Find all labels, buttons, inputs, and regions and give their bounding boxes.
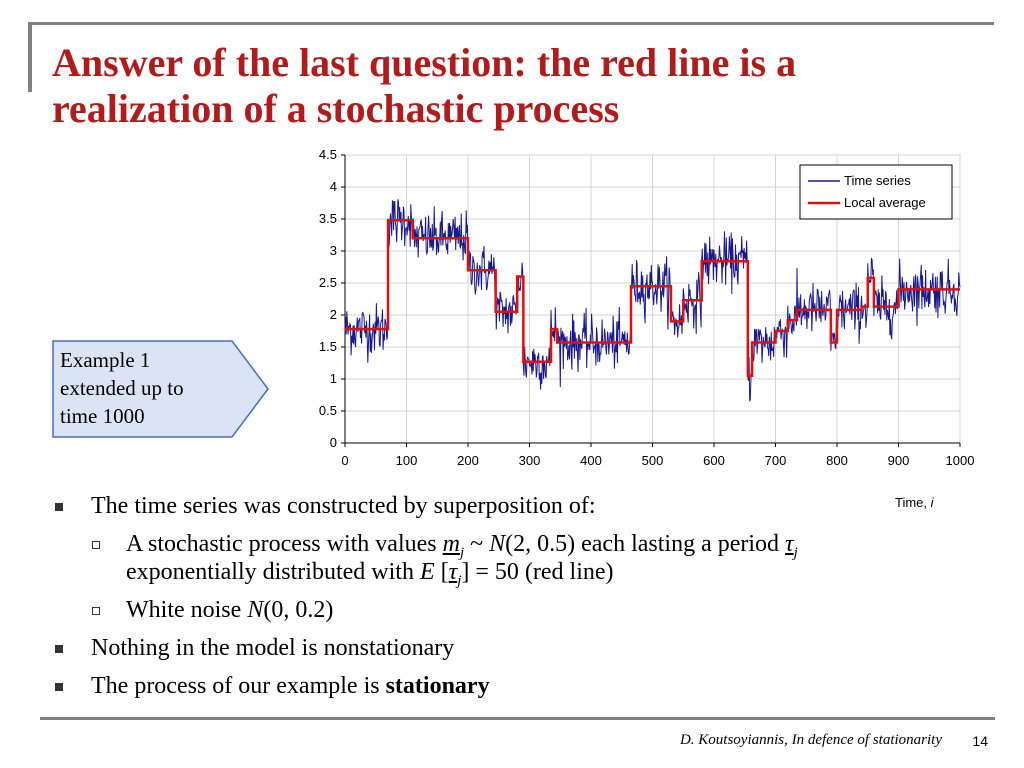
slide-title: Answer of the last question: the red lin… [52, 40, 797, 131]
bullet-text: The process of our example is stationary [91, 673, 490, 699]
callout-line: Example 1 [60, 348, 151, 372]
y-tick-label: 2.5 [319, 275, 337, 290]
legend-box [799, 164, 953, 220]
y-tick-label: 4 [330, 179, 337, 194]
y-tick-label: 1.5 [319, 339, 337, 354]
square-bullet-icon [55, 645, 63, 653]
bullet-item: The time series was constructed by super… [55, 492, 995, 520]
sub-bullet-item: White noise N(0, 0.2) [90, 596, 995, 624]
y-tick-label: 3 [330, 243, 337, 258]
callout-line: extended up to [60, 376, 184, 400]
hollow-square-bullet-icon [92, 607, 100, 615]
x-tick-label: 200 [457, 453, 479, 468]
x-tick-label: 600 [703, 453, 725, 468]
title-accent-bar [28, 22, 32, 92]
legend-label: Time series [844, 173, 911, 188]
x-tick-label: 400 [580, 453, 602, 468]
bullet-item: Nothing in the model is nonstationary [55, 634, 995, 662]
series-line-time-series [344, 199, 961, 402]
y-tick-label: 0 [330, 435, 337, 450]
chart-svg: 0 0.5 1 1.5 2 2.5 3 3.5 4 4.5 0 100 200 300 400 500 600 7… [319, 147, 975, 510]
y-tick-label: 2 [330, 307, 337, 322]
legend-label: Local average [844, 195, 926, 210]
x-tick-label: 300 [519, 453, 541, 468]
bullet-text: Nothing in the model is nonstationary [91, 635, 455, 661]
bullet-list: The time series was constructed by super… [55, 492, 995, 710]
hollow-square-bullet-icon [92, 541, 100, 549]
y-tick-label: 3.5 [319, 211, 337, 226]
bottom-rule [40, 717, 995, 720]
x-tick-label: 0 [341, 453, 348, 468]
x-axis-label: Time, i [895, 495, 935, 510]
sub-bullet-text: White noise N(0, 0.2) [126, 597, 334, 623]
chart: 0 0.5 1 1.5 2 2.5 3 3.5 4 4.5 0 100 200 300 400 500 600 7… [300, 140, 1000, 520]
x-tick-label: 900 [888, 453, 910, 468]
x-tick-label: 500 [642, 453, 664, 468]
page-number: 14 [972, 733, 988, 749]
callout-arrow-shape [52, 340, 269, 438]
sub-bullet-text: A stochastic process with values mj ~ N(… [126, 531, 798, 589]
bullet-item: The process of our example is stationary [55, 672, 995, 700]
sub-bullet-item: A stochastic process with values mj ~ N(… [90, 530, 995, 589]
callout-line: time 1000 [60, 404, 145, 428]
x-tick-label: 700 [765, 453, 787, 468]
y-tick-label: 1 [330, 371, 337, 386]
x-tick-label: 100 [396, 453, 418, 468]
callout-text: Example 1 extended up to time 1000 [60, 346, 240, 430]
square-bullet-icon [55, 503, 63, 511]
x-tick-label: 800 [826, 453, 848, 468]
callout: Example 1 extended up to time 1000 [52, 340, 270, 438]
y-tick-label: 0.5 [319, 403, 337, 418]
footer-citation: D. Koutsoyiannis, In defence of stationa… [679, 732, 942, 748]
x-tick-label: 1000 [946, 453, 975, 468]
series-line-local-average [345, 219, 960, 378]
bullet-text: The time series was constructed by super… [91, 493, 596, 519]
y-tick-label: 4.5 [319, 147, 337, 162]
square-bullet-icon [55, 683, 63, 691]
top-rule [28, 22, 994, 25]
